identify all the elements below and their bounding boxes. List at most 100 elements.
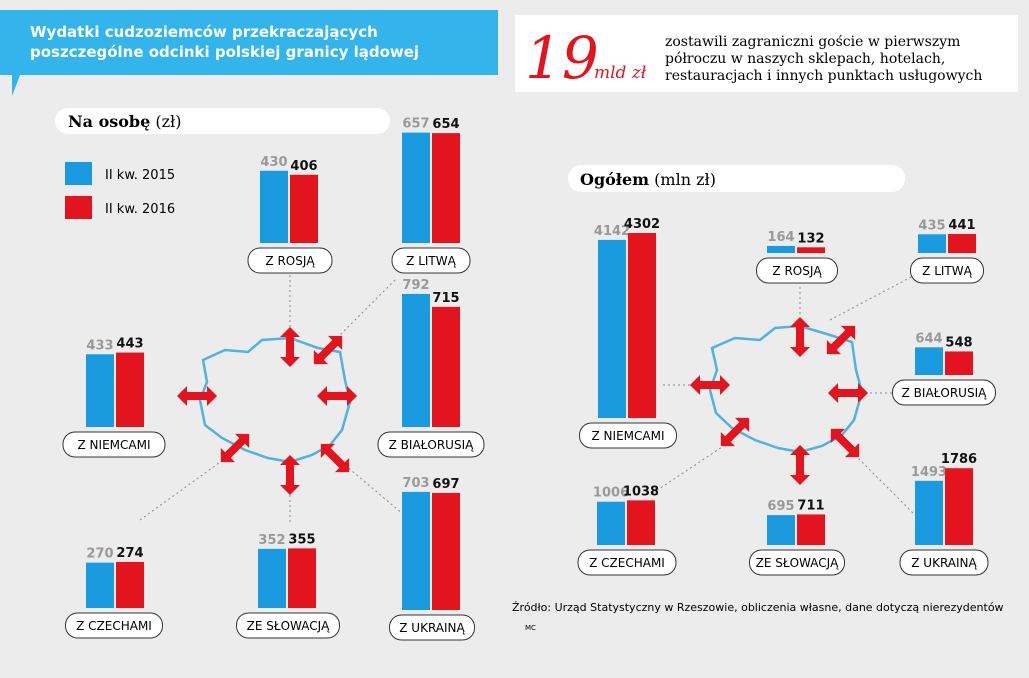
value-label: 548 [945, 335, 972, 350]
category-label: Z NIEMCAMI [78, 438, 151, 452]
category-box [577, 549, 677, 576]
headline-text: półroczu w naszych sklepach, hotelach, [665, 51, 945, 67]
category-box [62, 431, 166, 458]
title-line: Wydatki cudzoziemców przekraczających [30, 23, 378, 41]
category-box [391, 247, 471, 274]
panel-title: Na osobę (zł) [68, 112, 181, 131]
bar [918, 234, 946, 253]
value-label: 433 [86, 338, 113, 353]
bar [915, 347, 943, 375]
poland-map [708, 324, 864, 454]
category-label: Z CZECHAMI [589, 556, 665, 570]
value-label: 441 [948, 218, 975, 233]
bar [598, 239, 626, 418]
bar [288, 548, 316, 608]
bar [945, 351, 973, 375]
category-label: Z UKRAINĄ [399, 621, 465, 635]
legend-label: II kw. 2015 [105, 168, 175, 183]
category-label: Z BIAŁORUSIĄ [389, 438, 474, 452]
panel-title-main: Na osobę [68, 112, 150, 131]
value-label: 1786 [941, 452, 977, 467]
value-label: 657 [402, 117, 429, 132]
category-label: Z ROSJĄ [772, 264, 822, 278]
value-label: 1038 [623, 484, 659, 499]
category-label: Z LITWĄ [922, 264, 972, 278]
value-label: 711 [797, 498, 824, 513]
value-label: 270 [86, 547, 113, 562]
category-box [749, 549, 845, 576]
value-label: 430 [260, 155, 287, 170]
title-banner [0, 10, 498, 96]
category-label: Z LITWĄ [406, 254, 456, 268]
bar [797, 247, 825, 253]
headline-text: restauracjach i innych punktach usługowy… [665, 68, 982, 84]
category-label: ZE SŁOWACJĄ [756, 556, 840, 570]
bar [402, 293, 430, 427]
panel-title-box [55, 108, 390, 134]
bar [597, 501, 625, 545]
headline-box [515, 15, 1018, 92]
value-label: 274 [116, 546, 143, 561]
category-box [377, 431, 485, 458]
value-label: 1006 [593, 486, 629, 501]
headline-text: zostawili zagraniczni goście w pierwszym [665, 34, 960, 50]
value-label: 443 [116, 337, 143, 352]
value-label: 164 [767, 230, 794, 245]
category-box [756, 257, 838, 284]
headline-number: 19 [525, 24, 599, 92]
bar [402, 491, 430, 610]
value-label: 654 [432, 117, 459, 132]
value-label: 355 [288, 532, 315, 547]
value-label: 715 [432, 291, 459, 306]
category-box [892, 379, 996, 406]
category-label: Z BIAŁORUSIĄ [902, 386, 987, 400]
bar [432, 306, 460, 427]
value-label: 695 [767, 499, 794, 514]
bar [116, 561, 144, 608]
category-box [579, 422, 677, 449]
category-label: Z CZECHAMI [76, 619, 152, 633]
value-label: 4302 [624, 217, 660, 232]
value-label: 435 [918, 218, 945, 233]
category-label: Z NIEMCAMI [592, 429, 665, 443]
bar [948, 234, 976, 253]
bar [260, 170, 288, 243]
bar [767, 245, 795, 253]
value-label: 644 [915, 331, 942, 346]
category-box [389, 614, 475, 641]
value-label: 352 [258, 533, 285, 548]
bar [86, 354, 114, 427]
value-label: 1493 [911, 465, 947, 480]
category-box [247, 247, 333, 274]
bar [797, 514, 825, 545]
value-label: 703 [402, 476, 429, 491]
bar [402, 132, 430, 243]
headline-unit: mld zł [594, 63, 647, 83]
panel-title-unit: (mln zł) [654, 170, 716, 189]
poland-map [198, 336, 352, 464]
category-label: Z ROSJĄ [265, 254, 315, 268]
bar [767, 515, 795, 545]
bar [116, 352, 144, 427]
bar [627, 500, 655, 545]
source: Źródło: Urząd Statystyczny w Rzeszowie, … [512, 601, 1004, 614]
value-label: 132 [797, 231, 824, 246]
category-box [236, 612, 340, 639]
bar [290, 174, 318, 243]
bar [86, 562, 114, 608]
legend-swatch [65, 162, 92, 185]
category-label: ZE SŁOWACJĄ [247, 619, 331, 633]
bar [915, 480, 943, 545]
value-label: 406 [290, 159, 317, 174]
panel-title-main: Ogółem [580, 170, 649, 189]
category-box [910, 257, 984, 284]
category-box [65, 612, 163, 639]
panel-title-unit: (zł) [155, 112, 181, 131]
category-box [899, 549, 989, 576]
title-line: poszczególne odcinki polskiej granicy lą… [30, 43, 419, 61]
bar [628, 233, 656, 418]
connectors [139, 274, 921, 525]
value-label: 4142 [594, 224, 630, 239]
